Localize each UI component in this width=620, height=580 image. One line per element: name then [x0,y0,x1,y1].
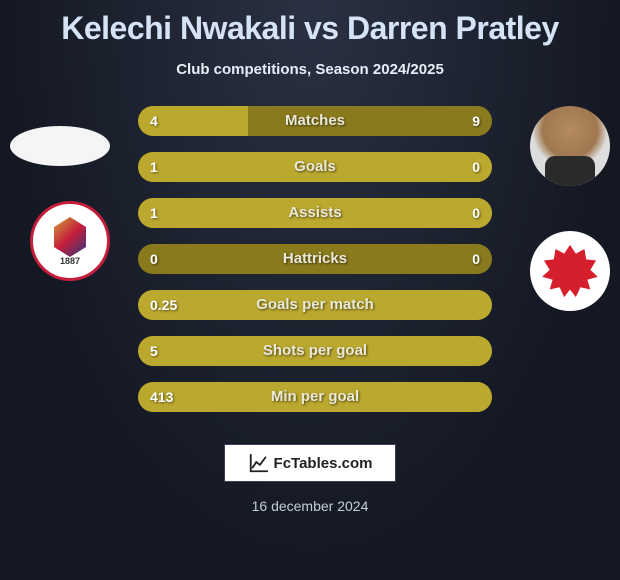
club-right-badge [530,231,610,311]
player-left-avatar [10,126,110,166]
comparison-area: 49Matches 10Goals 10Assists 00Hattricks 0.25… [0,106,620,426]
club-left-badge [30,201,110,281]
subtitle: Club competitions, Season 2024/2025 [0,61,620,78]
stat-label: Assists [138,198,492,228]
stat-label: Matches [138,106,492,136]
stat-row: 00Hattricks [138,244,492,274]
date-text: 16 december 2024 [0,498,620,514]
stat-row: 10Assists [138,198,492,228]
stat-row: 10Goals [138,152,492,182]
stat-label: Hattricks [138,244,492,274]
stats-list: 49Matches 10Goals 10Assists 00Hattricks 0.25… [138,106,492,428]
stat-row: 5Shots per goal [138,336,492,366]
stat-row: 49Matches [138,106,492,136]
stat-label: Goals [138,152,492,182]
stat-label: Shots per goal [138,336,492,366]
chart-icon [248,452,270,474]
branding-box: FcTables.com [224,444,396,482]
brand-text: FcTables.com [274,455,373,472]
page-title: Kelechi Nwakali vs Darren Pratley [0,0,620,47]
stat-row: 0.25Goals per match [138,290,492,320]
stat-row: 413Min per goal [138,382,492,412]
player-right-avatar [530,106,610,186]
stat-label: Goals per match [138,290,492,320]
stat-label: Min per goal [138,382,492,412]
